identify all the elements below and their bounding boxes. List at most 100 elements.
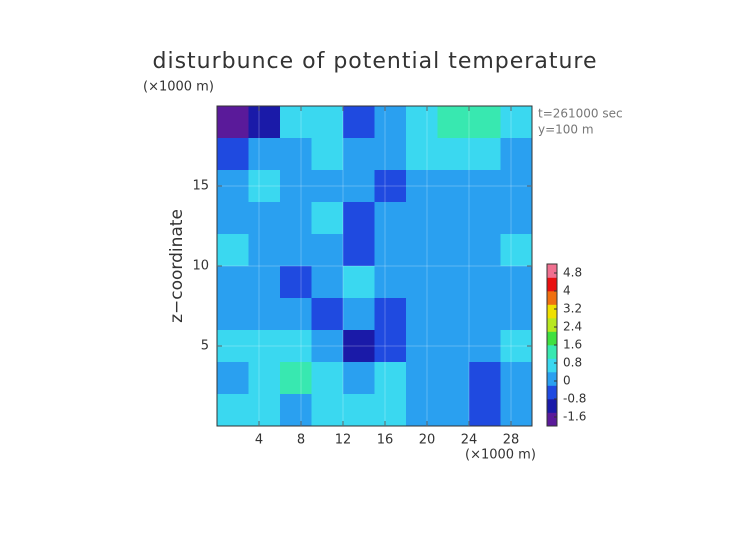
cell — [437, 298, 470, 331]
cell — [500, 394, 533, 427]
cell — [248, 330, 281, 363]
cell — [280, 266, 312, 299]
cell — [280, 170, 312, 203]
cell — [437, 202, 470, 235]
colorbar-swatch — [547, 412, 557, 427]
cell — [343, 234, 375, 267]
y-tick-label: 5 — [201, 339, 209, 354]
cell — [248, 362, 281, 395]
cell — [406, 266, 438, 299]
cell — [343, 106, 375, 139]
cell — [311, 394, 344, 427]
colorbar-tick-label: 2.4 — [563, 320, 582, 334]
cell — [437, 138, 470, 171]
cell — [406, 234, 438, 267]
cell — [374, 362, 407, 395]
cell — [343, 266, 375, 299]
cell — [248, 138, 281, 171]
cell — [248, 202, 281, 235]
cell — [248, 394, 281, 427]
cell — [406, 330, 438, 363]
cell — [343, 298, 375, 331]
cell — [374, 138, 407, 171]
y-tick-label: 10 — [192, 259, 209, 274]
x-tick-label: 28 — [503, 433, 520, 448]
colorbar-tick-label: 4 — [563, 284, 571, 298]
cell — [311, 298, 344, 331]
cell — [280, 234, 312, 267]
cell — [311, 202, 344, 235]
y-unit-label: (×1000 m) — [143, 80, 214, 95]
cell — [406, 394, 438, 427]
cell — [280, 330, 312, 363]
cell — [469, 266, 501, 299]
cell — [280, 106, 312, 139]
cell — [500, 202, 533, 235]
cell — [248, 106, 281, 139]
cell — [280, 138, 312, 171]
cell — [343, 362, 375, 395]
cell — [406, 202, 438, 235]
cell — [374, 394, 407, 427]
cell — [437, 362, 470, 395]
colorbar-tick-label: 0 — [563, 374, 571, 388]
colorbar-tick-label: 0.8 — [563, 356, 582, 370]
cell — [343, 394, 375, 427]
colorbar-swatch — [547, 264, 557, 278]
colorbar-swatch — [547, 318, 557, 332]
annotation: t=261000 sec — [538, 107, 623, 121]
cell — [374, 266, 407, 299]
cell — [217, 170, 249, 203]
x-tick-label: 4 — [255, 433, 263, 448]
cell — [343, 170, 375, 203]
cell — [406, 138, 438, 171]
cell — [500, 266, 533, 299]
colorbar-swatch — [547, 385, 557, 400]
cell — [217, 202, 249, 235]
x-tick-label: 16 — [377, 433, 394, 448]
cell — [217, 266, 249, 299]
colorbar-tick-label: -1.6 — [563, 410, 586, 424]
cell — [406, 298, 438, 331]
cell — [311, 106, 344, 139]
y-tick-label: 15 — [192, 179, 209, 194]
annotation: y=100 m — [538, 123, 594, 137]
colorbar-swatch — [547, 291, 557, 305]
cell — [311, 170, 344, 203]
cell — [469, 234, 501, 267]
cell — [343, 330, 375, 363]
cell — [343, 202, 375, 235]
colorbar-swatch — [547, 277, 557, 292]
cell — [311, 362, 344, 395]
cell — [311, 138, 344, 171]
cell — [280, 202, 312, 235]
cell — [217, 330, 249, 363]
cell — [217, 394, 249, 427]
cell — [217, 362, 249, 395]
colorbar-tick-label: 3.2 — [563, 302, 582, 316]
cell — [469, 362, 501, 395]
cell — [311, 266, 344, 299]
cell — [217, 234, 249, 267]
colorbar-tick-label: 1.6 — [563, 338, 582, 352]
cell — [248, 234, 281, 267]
x-tick-label: 8 — [297, 433, 305, 448]
cell — [217, 298, 249, 331]
chart-title: disturbunce of potential temperature — [153, 49, 598, 74]
cell — [280, 362, 312, 395]
colorbar-swatch — [547, 372, 557, 386]
cell — [469, 170, 501, 203]
cell — [500, 234, 533, 267]
cell — [374, 170, 407, 203]
cell — [437, 330, 470, 363]
cell — [406, 106, 438, 139]
cell — [343, 138, 375, 171]
cell — [374, 234, 407, 267]
cell — [311, 330, 344, 363]
cell — [374, 106, 407, 139]
cell — [500, 138, 533, 171]
cell — [469, 106, 501, 139]
cell — [500, 298, 533, 331]
x-tick-label: 20 — [419, 433, 436, 448]
